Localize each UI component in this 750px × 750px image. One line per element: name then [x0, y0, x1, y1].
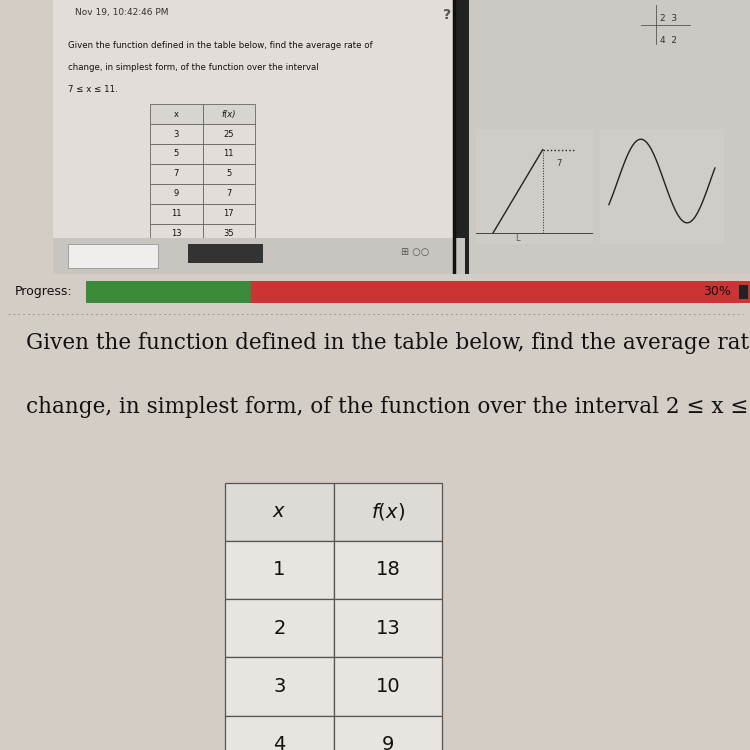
Bar — [225, 599, 334, 657]
Bar — [251, 281, 750, 302]
Text: 11: 11 — [224, 149, 234, 158]
Text: 9: 9 — [382, 735, 394, 750]
Text: 3: 3 — [173, 130, 179, 139]
Text: ⊞ ○○: ⊞ ○○ — [401, 248, 430, 257]
Text: ?: ? — [442, 8, 451, 22]
Bar — [469, 0, 750, 274]
Bar — [202, 124, 255, 144]
Bar — [202, 144, 255, 164]
Bar — [188, 244, 262, 262]
Text: 4  2: 4 2 — [660, 35, 677, 44]
Text: 2: 2 — [273, 619, 286, 638]
Bar — [53, 238, 465, 274]
Bar — [202, 224, 255, 244]
Bar — [334, 657, 442, 716]
Text: 35: 35 — [224, 230, 234, 238]
Text: 5: 5 — [173, 149, 178, 158]
Bar — [454, 0, 469, 274]
Text: $f(x)$: $f(x)$ — [371, 501, 405, 522]
Bar — [202, 164, 255, 184]
Text: blocks/
minute: blocks/ minute — [491, 214, 511, 241]
Text: 5: 5 — [226, 170, 232, 178]
Bar — [150, 224, 202, 244]
Text: 11: 11 — [171, 209, 182, 218]
Text: Given the function defined in the table below, find the average rate of: Given the function defined in the table … — [26, 332, 750, 354]
Bar — [225, 483, 334, 541]
Text: $x$: $x$ — [272, 503, 286, 521]
Text: Nov 19, 10:42:46 PM: Nov 19, 10:42:46 PM — [75, 8, 169, 17]
Text: 4: 4 — [273, 735, 286, 750]
Text: 7: 7 — [226, 190, 232, 199]
Bar — [150, 204, 202, 224]
Text: 3: 3 — [273, 677, 286, 696]
Text: x: x — [174, 110, 178, 118]
Text: 7: 7 — [173, 170, 179, 178]
Bar — [202, 104, 255, 124]
Bar — [150, 144, 202, 164]
Text: Given the function defined in the table below, find the average rate of: Given the function defined in the table … — [68, 41, 372, 50]
Text: 30%: 30% — [704, 284, 731, 298]
Text: 18: 18 — [376, 560, 400, 580]
Bar — [202, 184, 255, 204]
Bar — [68, 244, 158, 268]
Bar — [739, 284, 748, 299]
Text: change, in simplest form, of the function over the interval: change, in simplest form, of the functio… — [68, 63, 318, 72]
Bar — [150, 184, 202, 204]
Text: 9: 9 — [173, 190, 178, 199]
Bar — [202, 204, 255, 224]
Bar — [225, 657, 334, 716]
Bar — [53, 0, 465, 274]
Text: 13: 13 — [171, 230, 182, 238]
Text: 25: 25 — [224, 130, 234, 139]
Bar — [225, 541, 334, 599]
Bar — [86, 281, 251, 302]
Bar — [334, 541, 442, 599]
Text: Progress:: Progress: — [15, 284, 73, 298]
Bar — [150, 124, 202, 144]
Text: 7: 7 — [556, 160, 562, 169]
Text: f(x): f(x) — [221, 110, 236, 118]
Bar — [150, 104, 202, 124]
Text: 13: 13 — [376, 619, 400, 638]
Bar — [150, 164, 202, 184]
Text: 7 ≤ x ≤ 11.: 7 ≤ x ≤ 11. — [68, 85, 117, 94]
Text: 2  3: 2 3 — [660, 13, 677, 22]
Bar — [334, 599, 442, 657]
Text: 2 blocks/minute: 2 blocks/minute — [525, 224, 592, 233]
Text: 17: 17 — [224, 209, 234, 218]
Bar — [334, 716, 442, 750]
Text: 10: 10 — [376, 677, 400, 696]
Text: L: L — [515, 233, 520, 242]
Bar — [225, 716, 334, 750]
Text: change, in simplest form, of the function over the interval 2 ≤ x ≤ 3.: change, in simplest form, of the functio… — [26, 397, 750, 418]
Text: 1: 1 — [273, 560, 286, 580]
Bar — [334, 483, 442, 541]
